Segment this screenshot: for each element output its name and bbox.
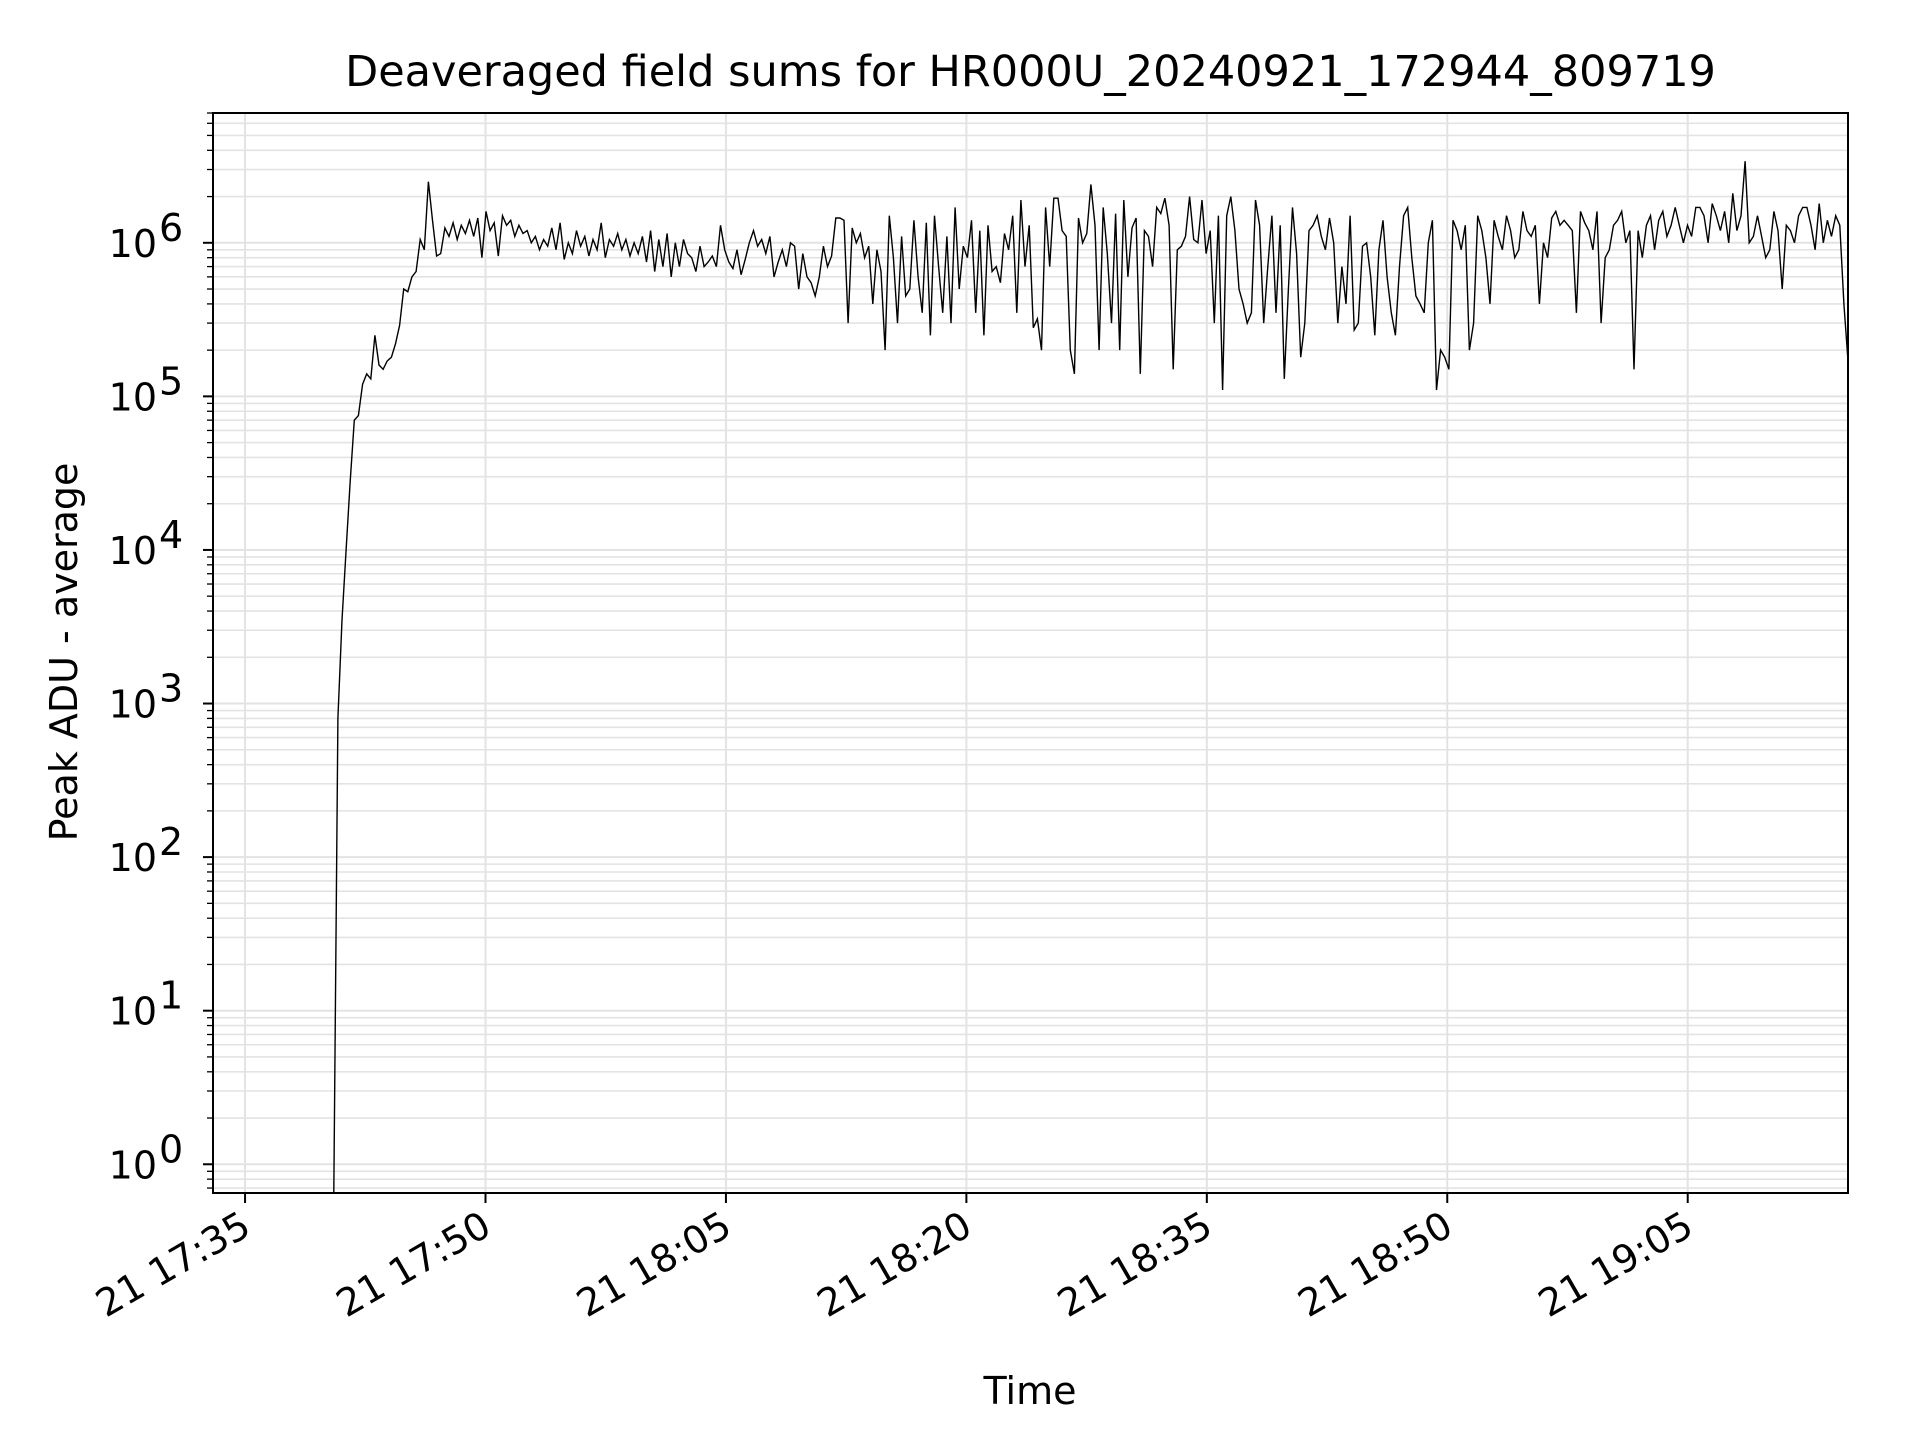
- y-tick-label: 10: [109, 529, 157, 573]
- y-tick-label: 10: [109, 222, 157, 266]
- y-tick-exponent: 1: [159, 974, 183, 1018]
- x-tick-label: 21 18:35: [1050, 1203, 1219, 1326]
- y-tick-label: 10: [109, 836, 157, 880]
- plot-frame: [212, 112, 1849, 1194]
- y-tick-label: 10: [109, 990, 157, 1034]
- grid: [213, 112, 1848, 1193]
- y-tick-label: 10: [109, 1143, 157, 1187]
- x-tick-label: 21 17:35: [88, 1203, 257, 1326]
- x-axis-label: Time: [983, 1369, 1077, 1413]
- x-tick-labels: 21 17:35 21 17:50 21 18:05 21 18:20 21 18:35…: [88, 1203, 1700, 1326]
- tick-marks: [203, 112, 1689, 1203]
- y-tick-exponent: 3: [159, 667, 183, 711]
- y-tick-exponent: 6: [159, 206, 183, 250]
- x-tick-label: 21 18:05: [569, 1203, 738, 1326]
- y-tick-label: 10: [109, 683, 157, 727]
- y-axis-label: Peak ADU - average: [42, 463, 86, 842]
- x-tick-label: 21 18:20: [810, 1203, 979, 1326]
- y-tick-exponent: 5: [159, 359, 183, 403]
- chart-title: Deaveraged field sums for HR000U_2024092…: [345, 47, 1716, 97]
- x-tick-label: 21 19:05: [1531, 1203, 1700, 1326]
- y-tick-exponent: 0: [159, 1127, 183, 1171]
- x-tick-label: 21 17:50: [329, 1203, 498, 1326]
- series-line: [333, 161, 1849, 1194]
- series-layer: [333, 161, 1849, 1194]
- y-tick-exponent: 2: [159, 820, 183, 864]
- y-tick-label: 10: [109, 375, 157, 419]
- y-tick-exponent: 4: [159, 513, 183, 557]
- x-tick-label: 21 18:50: [1291, 1203, 1460, 1326]
